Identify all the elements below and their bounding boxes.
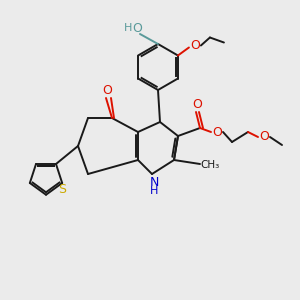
Text: O: O: [192, 98, 202, 112]
Text: S: S: [58, 182, 66, 196]
Text: N: N: [149, 176, 159, 188]
Text: O: O: [132, 22, 142, 34]
Text: O: O: [190, 39, 200, 52]
Text: O: O: [212, 125, 222, 139]
Text: H: H: [150, 186, 158, 196]
Text: O: O: [259, 130, 269, 143]
Text: O: O: [102, 83, 112, 97]
Text: CH₃: CH₃: [200, 160, 220, 170]
Text: H: H: [124, 23, 132, 33]
